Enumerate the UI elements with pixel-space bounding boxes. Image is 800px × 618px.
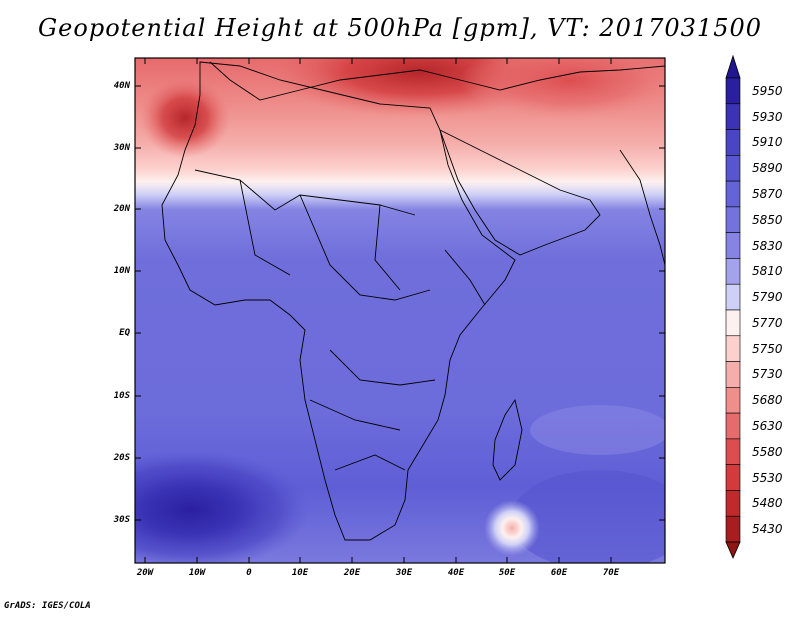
colorbar-swatch [725,309,741,337]
lat-label-eq: EQ [119,328,130,338]
lat-label-40n: 40N [113,81,130,91]
plot-frame [134,57,666,564]
colorbar-level-label: 5870 [752,187,783,201]
colorbar-level-label: 5890 [752,161,783,176]
lat-label-30s: 30S [113,515,130,525]
lon-label-20e: 20E [343,568,361,578]
colorbar-level-label: 5850 [752,212,783,227]
map-title: Geopotential Height at 500hPa [gpm], VT:… [38,14,762,42]
lon-label-40e: 40E [447,568,465,578]
colorbar-swatch [725,155,741,182]
colorbar-swatch [725,232,741,259]
madagascar-coastline [492,398,523,481]
colorbar-level-label: 5810 [752,264,783,279]
colorbar-level-label: 5580 [752,444,783,459]
colorbar-level-label: 5480 [752,496,783,511]
arabia-coastline [439,129,601,256]
axis-ticks [135,58,665,563]
colorbar-level-label: 5630 [752,419,783,433]
lon-label-10w: 10W [188,568,206,578]
africa-coastline [161,61,516,541]
colorbar-swatch [725,335,741,362]
colorbar-level-label: 5770 [752,315,783,330]
lon-label-20w: 20W [136,568,154,578]
lat-label-20s: 20S [113,453,130,463]
lat-label-10n: 10N [113,266,130,276]
colorbar-level-label: 5530 [752,470,783,485]
lon-label-0: 0 [246,568,252,578]
colorbar-swatch [725,412,741,440]
country-borders [194,169,486,471]
europe-coastline [209,61,665,101]
colorbar-top-arrow [725,54,741,79]
lon-label-70e: 70E [602,568,620,578]
coastlines [161,61,665,541]
colorbar-swatch [725,129,741,156]
colorbar-swatch [725,283,741,311]
colorbar-bottom-arrow [725,541,741,559]
colorbar-level-label: 5680 [752,393,783,408]
colorbar-level-label: 5790 [752,290,783,305]
colorbar-level-label: 5910 [752,135,783,150]
colorbar-swatch [725,258,741,285]
lon-label-10e: 10E [291,568,309,578]
colorbar-level-label: 5430 [752,522,783,537]
lon-label-60e: 60E [550,568,568,578]
colorbar-level-label: 5930 [752,109,783,124]
contour-field [135,58,665,563]
colorbar-swatch [725,77,741,105]
colorbar-swatch [725,387,741,414]
colorbar-level-label: 5830 [752,238,783,253]
colorbar-swatch [725,515,741,543]
india-coastline [619,149,665,266]
lon-label-30e: 30E [395,568,413,578]
colorbar-swatch [725,464,741,491]
colorbar-swatch [725,438,741,465]
colorbar-level-label: 5730 [752,367,783,382]
colorbar-swatch [725,361,741,388]
lat-label-20n: 20N [113,204,130,214]
lat-label-10s: 10S [113,391,130,401]
colorbar-swatch [725,103,741,130]
colorbar-swatch [725,206,741,233]
colorbar-level-label: 5750 [752,341,783,356]
colorbar-swatch [725,490,741,517]
lon-label-50e: 50E [498,568,516,578]
colorbar-level-label: 5950 [752,83,783,98]
colorbar-swatch [725,180,741,208]
credit-footer: GrADS: IGES/COLA [4,601,91,611]
lat-label-30n: 30N [113,143,130,153]
colorbar [725,54,741,559]
